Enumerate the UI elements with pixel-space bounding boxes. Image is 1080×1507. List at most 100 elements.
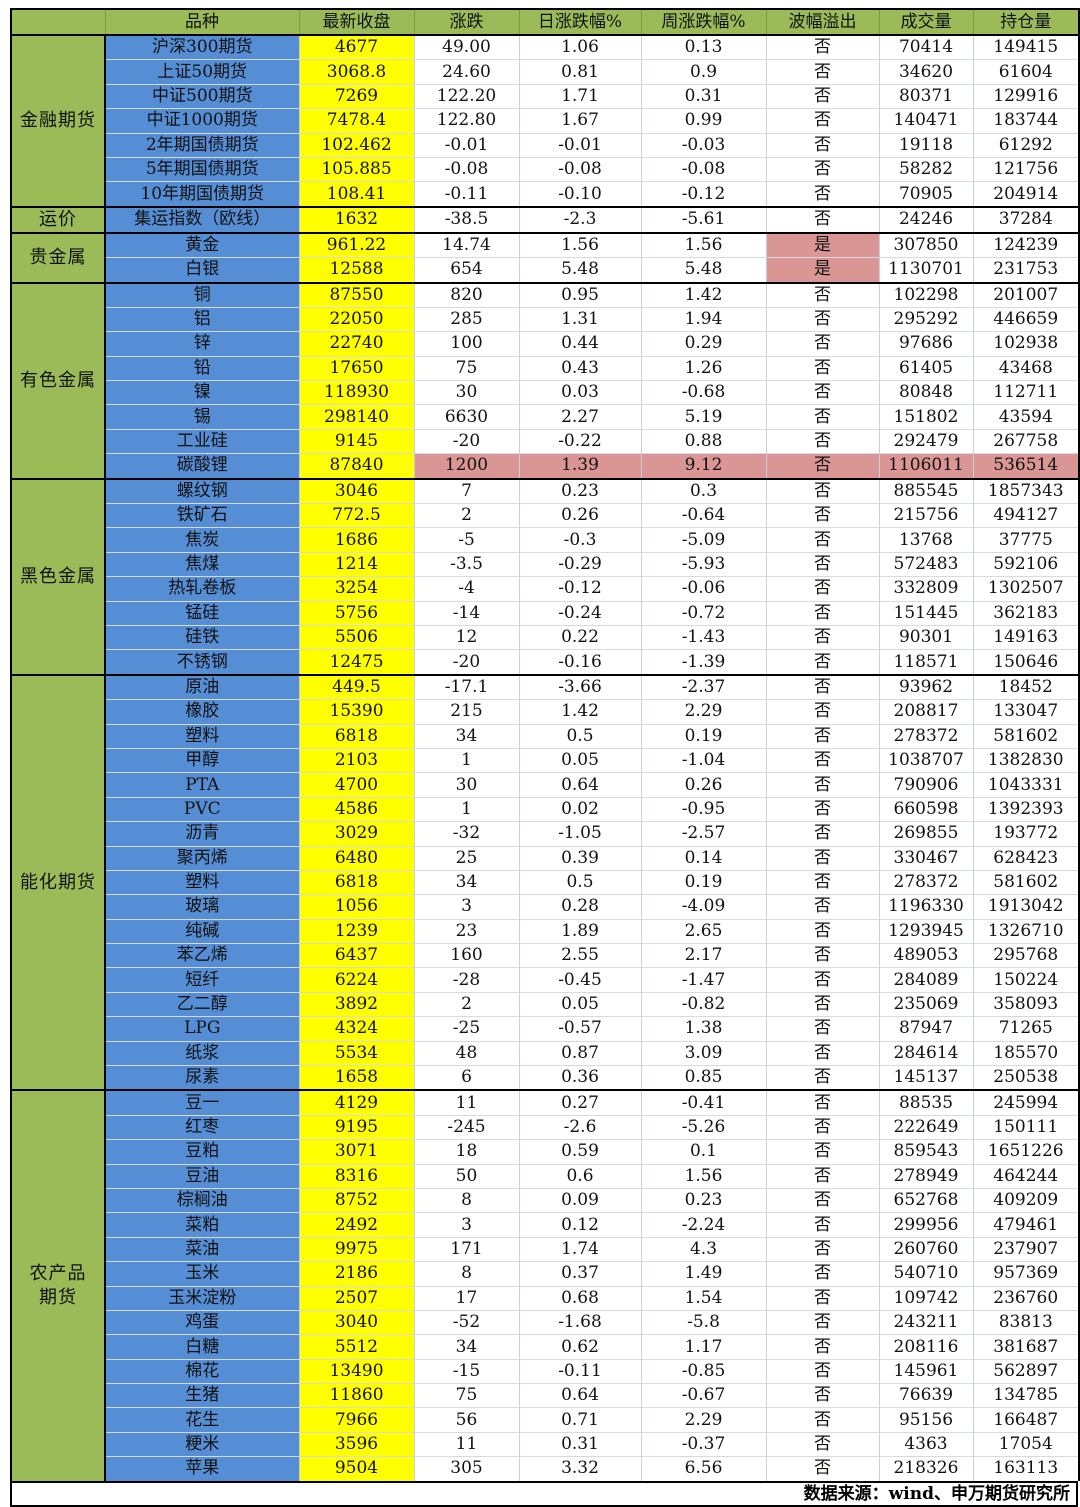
variety-cell: 铁矿石 [104, 503, 299, 528]
variety-cell: 聚丙烯 [104, 845, 299, 871]
weekly-change-pct-cell: -0.95 [640, 796, 766, 822]
volatility-overflow-cell: 否 [765, 1261, 879, 1287]
volume-cell: 218326 [878, 1456, 973, 1481]
change-cell: 305 [413, 1456, 519, 1481]
table-row: 花生 7966 56 0.71 2.29 否 95156 166487 [11, 1407, 1080, 1433]
volatility-overflow-cell: 否 [765, 600, 879, 626]
open-interest-cell: 957369 [972, 1261, 1080, 1287]
weekly-change-pct-cell: 9.12 [640, 453, 766, 479]
daily-change-pct-cell: 0.26 [518, 503, 641, 528]
volatility-overflow-cell: 否 [765, 1358, 879, 1384]
variety-cell: 花生 [104, 1407, 299, 1433]
change-cell: 34 [413, 869, 519, 895]
category-cell: 黑色金属 [10, 477, 106, 675]
volatility-overflow-cell: 否 [765, 404, 879, 430]
latest-close-cell: 102.462 [298, 132, 414, 158]
volatility-overflow-cell: 否 [765, 527, 879, 553]
table-row: 聚丙烯 6480 25 0.39 0.14 否 330467 628423 [11, 845, 1080, 871]
volume-cell: 24246 [878, 205, 973, 233]
weekly-change-pct-cell: 6.56 [640, 1456, 766, 1481]
volume-cell: 1130701 [878, 257, 973, 283]
open-interest-cell: 183744 [972, 108, 1080, 134]
latest-close-cell: 6818 [298, 723, 414, 749]
open-interest-cell: 121756 [972, 156, 1080, 182]
table-row: 菜粕 2492 3 0.12 -2.24 否 299956 479461 [11, 1212, 1080, 1238]
latest-close-cell: 3596 [298, 1431, 414, 1457]
change-cell: 75 [413, 355, 519, 381]
table-row: 短纤 6224 -28 -0.45 -1.47 否 284089 150224 [11, 967, 1080, 993]
weekly-change-pct-cell: -1.04 [640, 747, 766, 773]
category-cell: 运价 [10, 205, 106, 233]
volume-cell: 34620 [878, 59, 973, 85]
header-latest-close: 最新收盘 [298, 8, 414, 36]
daily-change-pct-cell: 1.06 [518, 34, 641, 60]
volatility-overflow-cell: 否 [765, 477, 879, 504]
daily-change-pct-cell: 1.89 [518, 918, 641, 944]
latest-close-cell: 7478.4 [298, 108, 414, 134]
volatility-overflow-cell: 否 [765, 1431, 879, 1457]
volatility-overflow-cell: 否 [765, 943, 879, 968]
weekly-change-pct-cell: -5.93 [640, 551, 766, 577]
open-interest-cell: 358093 [972, 991, 1080, 1017]
open-interest-cell: 1043331 [972, 772, 1080, 798]
daily-change-pct-cell: 0.02 [518, 796, 641, 822]
change-cell: -52 [413, 1309, 519, 1335]
open-interest-cell: 362183 [972, 600, 1080, 626]
table-row: 玉米 2186 8 0.37 1.49 否 540710 957369 [11, 1261, 1080, 1287]
daily-change-pct-cell: 0.23 [518, 477, 641, 504]
volatility-overflow-cell: 是 [765, 257, 879, 283]
daily-change-pct-cell: -0.3 [518, 527, 641, 553]
variety-cell: 红枣 [104, 1114, 299, 1140]
volatility-overflow-cell: 否 [765, 1016, 879, 1042]
daily-change-pct-cell: 0.5 [518, 723, 641, 749]
variety-cell: 菜油 [104, 1236, 299, 1262]
latest-close-cell: 5756 [298, 600, 414, 626]
weekly-change-pct-cell: 0.99 [640, 108, 766, 134]
volatility-overflow-cell: 否 [765, 967, 879, 993]
header-change: 涨跌 [413, 8, 519, 36]
open-interest-cell: 250538 [972, 1065, 1080, 1091]
variety-cell: 不锈钢 [104, 649, 299, 675]
volume-cell: 222649 [878, 1114, 973, 1140]
volume-cell: 151445 [878, 600, 973, 626]
daily-change-pct-cell: 0.39 [518, 845, 641, 871]
table-row: 粳米 3596 11 0.31 -0.37 否 4363 17054 [11, 1431, 1080, 1457]
table-row: 铁矿石 772.5 2 0.26 -0.64 否 215756 494127 [11, 503, 1080, 528]
futures-summary-table: 品种 最新收盘 涨跌 日涨跌幅% 周涨跌幅% 波幅溢出 成交量 持仓量 金融期货 沪深300期货… [10, 8, 1080, 1481]
variety-cell: 苯乙烯 [104, 943, 299, 968]
weekly-change-pct-cell: 3.09 [640, 1040, 766, 1066]
volume-cell: 145137 [878, 1065, 973, 1091]
variety-cell: 10年期国债期货 [104, 181, 299, 207]
variety-cell: PTA [104, 772, 299, 798]
latest-close-cell: 2492 [298, 1212, 414, 1238]
daily-change-pct-cell: 1.39 [518, 453, 641, 479]
daily-change-pct-cell: 2.27 [518, 404, 641, 430]
open-interest-cell: 129916 [972, 83, 1080, 109]
change-cell: 11 [413, 1431, 519, 1457]
open-interest-cell: 112711 [972, 380, 1080, 405]
change-cell: 34 [413, 723, 519, 749]
volume-cell: 118571 [878, 649, 973, 675]
volume-cell: 4363 [878, 1431, 973, 1457]
daily-change-pct-cell: 0.87 [518, 1040, 641, 1066]
volume-cell: 284089 [878, 967, 973, 993]
change-cell: -3.5 [413, 551, 519, 577]
table-row: 甲醇 2103 1 0.05 -1.04 否 1038707 1382830 [11, 747, 1080, 773]
open-interest-cell: 1651226 [972, 1139, 1080, 1165]
daily-change-pct-cell: -1.68 [518, 1309, 641, 1335]
weekly-change-pct-cell: 4.3 [640, 1236, 766, 1262]
variety-cell: 锌 [104, 331, 299, 357]
volatility-overflow-cell: 否 [765, 1236, 879, 1262]
change-cell: -5 [413, 527, 519, 553]
open-interest-cell: 536514 [972, 453, 1080, 479]
open-interest-cell: 204914 [972, 181, 1080, 207]
weekly-change-pct-cell: 0.88 [640, 428, 766, 454]
table-row: 鸡蛋 3040 -52 -1.68 -5.8 否 243211 83813 [11, 1309, 1080, 1335]
table-row: 塑料 6818 34 0.5 0.19 否 278372 581602 [11, 723, 1080, 749]
category-cell: 能化期货 [10, 673, 106, 1091]
open-interest-cell: 581602 [972, 869, 1080, 895]
open-interest-cell: 163113 [972, 1456, 1080, 1481]
change-cell: 654 [413, 257, 519, 283]
daily-change-pct-cell: -1.05 [518, 821, 641, 846]
volatility-overflow-cell: 否 [765, 723, 879, 749]
